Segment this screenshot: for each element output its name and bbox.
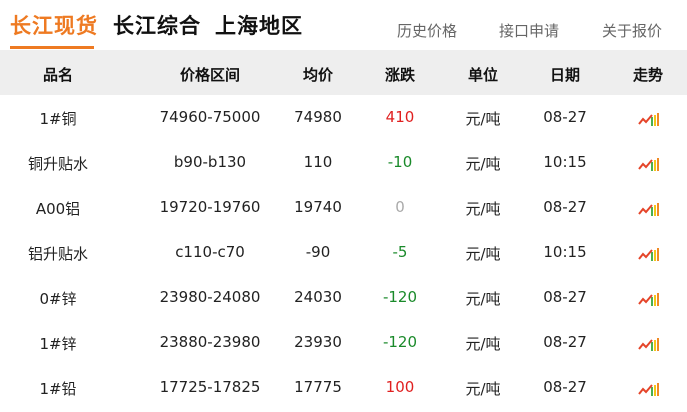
cell-range: 74960-75000: [159, 108, 261, 126]
column-header: 均价: [302, 66, 334, 84]
cell-range: 23980-24080: [159, 288, 261, 306]
cell-range: c110-c70: [175, 243, 245, 261]
table-row: 0#锌 23980-24080 24030 -120 元/吨 08-27: [0, 275, 687, 320]
table-row: 铝升贴水 c110-c70 -90 -5 元/吨 10:15: [0, 230, 687, 275]
column-header: 涨跌: [384, 66, 416, 84]
table-row: A00铝 19720-19760 19740 0 元/吨 08-27: [0, 185, 687, 230]
cell-unit: 元/吨: [465, 290, 501, 308]
cell-change: 0: [395, 198, 405, 216]
table-row: 1#铜 74960-75000 74980 410 元/吨 08-27: [0, 95, 687, 140]
cell-date: 08-27: [543, 198, 587, 216]
trend-chart-icon[interactable]: [638, 201, 660, 220]
column-header: 品名: [42, 66, 74, 84]
active-tab-underline: [10, 46, 94, 49]
api-apply-link[interactable]: 接口申请: [499, 22, 560, 40]
cell-avg: 19740: [294, 198, 342, 216]
cell-name: 0#锌: [39, 290, 77, 308]
trend-chart-icon[interactable]: [638, 246, 660, 265]
tab-changjiang-composite[interactable]: 长江综合: [113, 14, 201, 38]
tab-changjiang-spot[interactable]: 长江现货: [10, 14, 98, 38]
cell-unit: 元/吨: [465, 110, 501, 128]
cell-avg: 110: [303, 153, 333, 171]
trend-chart-icon[interactable]: [638, 291, 660, 310]
cell-range: 19720-19760: [159, 198, 261, 216]
cell-unit: 元/吨: [465, 335, 501, 353]
trend-chart-icon[interactable]: [638, 111, 660, 130]
cell-name: 1#铜: [39, 110, 77, 128]
about-quote-link[interactable]: 关于报价: [602, 22, 663, 40]
cell-change: -5: [392, 243, 408, 261]
cell-change: 410: [385, 108, 415, 126]
cell-change: 100: [385, 378, 415, 396]
cell-avg: -90: [305, 243, 331, 261]
cell-name: 1#铅: [39, 380, 77, 398]
cell-change: -10: [387, 153, 413, 171]
trend-chart-icon[interactable]: [638, 336, 660, 355]
table-row: 1#锌 23880-23980 23930 -120 元/吨 08-27: [0, 320, 687, 365]
cell-unit: 元/吨: [465, 155, 501, 173]
trend-chart-icon[interactable]: [638, 381, 660, 400]
trend-chart-icon[interactable]: [638, 156, 660, 175]
cell-date: 08-27: [543, 378, 587, 396]
cell-unit: 元/吨: [465, 380, 501, 398]
cell-range: b90-b130: [173, 153, 247, 171]
table-header: 品名 价格区间 均价 涨跌 单位 日期 走势: [0, 50, 687, 95]
cell-avg: 17775: [294, 378, 342, 396]
cell-name: 铜升贴水: [27, 155, 89, 173]
column-header: 单位: [467, 66, 499, 84]
column-header: 价格区间: [179, 66, 241, 84]
cell-change: -120: [382, 288, 418, 306]
cell-date: 10:15: [543, 243, 587, 261]
tab-shanghai[interactable]: 上海地区: [215, 14, 303, 38]
column-header: 走势: [632, 66, 664, 84]
cell-unit: 元/吨: [465, 200, 501, 218]
cell-name: 铝升贴水: [27, 245, 89, 263]
table-row: 铜升贴水 b90-b130 110 -10 元/吨 10:15: [0, 140, 687, 185]
cell-date: 08-27: [543, 108, 587, 126]
cell-date: 08-27: [543, 333, 587, 351]
header: 长江现货 长江综合 上海地区 历史价格 接口申请 关于报价: [0, 0, 687, 50]
cell-date: 10:15: [543, 153, 587, 171]
cell-avg: 23930: [294, 333, 342, 351]
cell-name: 1#锌: [39, 335, 77, 353]
history-price-link[interactable]: 历史价格: [397, 22, 458, 40]
cell-range: 17725-17825: [159, 378, 261, 396]
cell-range: 23880-23980: [159, 333, 261, 351]
cell-avg: 24030: [294, 288, 342, 306]
table-row: 1#铅 17725-17825 17775 100 元/吨 08-27: [0, 365, 687, 410]
cell-unit: 元/吨: [465, 245, 501, 263]
cell-avg: 74980: [294, 108, 342, 126]
cell-date: 08-27: [543, 288, 587, 306]
cell-name: A00铝: [35, 200, 81, 218]
cell-change: -120: [382, 333, 418, 351]
column-header: 日期: [549, 66, 581, 84]
